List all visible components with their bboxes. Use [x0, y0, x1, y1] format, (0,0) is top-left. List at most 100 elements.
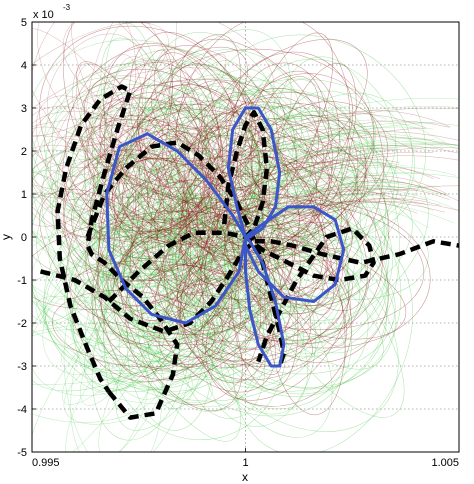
trajectory-loop	[32, 174, 134, 306]
trajectory-loop	[32, 126, 129, 233]
trajectory-loop	[76, 63, 146, 181]
trajectory-loop	[82, 95, 213, 196]
trajectory-loop	[110, 56, 185, 237]
trajectory-loop	[32, 263, 259, 362]
trajectory-loop	[40, 154, 268, 235]
trajectory-loop	[90, 118, 312, 217]
trajectory-loop	[81, 124, 263, 211]
trajectory-tail	[290, 107, 459, 132]
trajectory-loop	[32, 144, 146, 216]
trajectory-loop	[32, 110, 229, 260]
trajectory-tail	[290, 126, 434, 150]
trajectory-loop	[107, 166, 187, 256]
x-tick-label: 1.005	[431, 457, 459, 469]
trajectory-tail	[273, 158, 400, 180]
trajectory-loop	[32, 292, 161, 452]
trajectory-loop	[161, 101, 221, 242]
trajectory-loop	[179, 272, 273, 369]
trajectory-tail	[296, 155, 459, 176]
trajectory-tail	[293, 133, 459, 150]
trajectory-tail	[271, 131, 459, 149]
series-lines	[39, 84, 459, 420]
trajectory-loop	[146, 125, 262, 248]
trajectory-tail	[299, 201, 459, 217]
trajectory-loop	[208, 294, 304, 388]
y-exponent-power: -3	[63, 3, 71, 12]
trajectory-loop	[32, 170, 129, 302]
x-axis-label: x	[242, 470, 248, 484]
trajectory-loop	[85, 22, 177, 167]
trajectory-tail	[290, 145, 459, 164]
trajectory-loop	[150, 81, 289, 195]
trajectory-loop	[56, 158, 214, 239]
trajectory-loop	[276, 56, 375, 206]
trajectory-loop	[267, 209, 389, 354]
trajectory-loop	[205, 208, 389, 397]
y-tick-label: 1	[21, 189, 27, 201]
trajectory-loop	[195, 236, 399, 432]
trajectory-loop	[202, 259, 353, 366]
trajectory-loop	[70, 260, 260, 335]
trajectory-tail	[293, 165, 441, 182]
trajectory-loop	[130, 158, 188, 328]
trajectory-tail	[300, 166, 457, 185]
trajectory-loop	[99, 46, 248, 177]
y-tick-label: -3	[17, 361, 27, 373]
trajectory-tail	[302, 185, 459, 216]
trajectory-loop	[225, 51, 354, 182]
trajectory-loop	[60, 338, 193, 404]
trajectory-tail	[266, 188, 418, 213]
trajectory-tail	[266, 200, 445, 218]
trajectory-loop	[168, 196, 353, 300]
y-axis-label: y	[0, 234, 13, 240]
trajectory-loop	[153, 45, 280, 177]
y-tick-label: 2	[21, 146, 27, 158]
trajectory-tail	[274, 189, 402, 207]
trajectory-tail	[303, 105, 459, 126]
trajectory-loop	[103, 22, 172, 245]
trajectory-loop	[107, 255, 241, 442]
y-tick-label: -5	[17, 447, 27, 459]
trajectory-loop	[84, 219, 251, 345]
trajectory-loop	[254, 125, 398, 256]
trajectory-loop	[193, 162, 429, 348]
trajectory-loop	[65, 354, 149, 452]
trajectory-tail	[270, 122, 436, 156]
trajectory-loop	[32, 210, 115, 323]
trajectory-tail	[307, 110, 451, 128]
trajectory-tail	[290, 147, 459, 173]
trajectory-loop	[54, 153, 173, 279]
trajectory-tail	[311, 198, 441, 218]
trajectory-loop	[104, 61, 224, 243]
trajectory-loop	[194, 96, 319, 232]
trajectory-loop	[63, 82, 235, 211]
trajectory-loop	[179, 139, 288, 286]
trajectory-loop	[247, 110, 378, 227]
trajectory-loop	[263, 225, 388, 321]
trajectory-loop	[32, 67, 245, 169]
trajectory-tail	[277, 144, 437, 165]
trajectory-tail	[313, 180, 459, 202]
trajectory-tail	[264, 176, 446, 196]
trajectory-tail	[319, 143, 459, 163]
trajectory-loop	[175, 220, 352, 345]
trajectory-loop	[92, 245, 239, 374]
trajectory-tail	[273, 160, 434, 179]
trajectory-loop	[197, 106, 357, 250]
trajectory-tail	[318, 122, 459, 139]
trajectory-tail	[281, 143, 444, 167]
trajectory-loop	[231, 237, 299, 390]
trajectory-tail	[280, 192, 428, 212]
trajectory-loop	[79, 278, 168, 406]
trajectory-loop	[91, 75, 209, 137]
trajectory-tail	[284, 188, 409, 212]
trajectory-loop	[56, 126, 140, 273]
trajectory-loop	[201, 73, 384, 300]
dashed-boundary-line-2	[107, 226, 376, 363]
trajectory-tail	[260, 109, 388, 128]
trajectory-tail	[275, 113, 426, 129]
trajectory-loop	[32, 106, 191, 270]
trajectory-tail	[279, 147, 397, 172]
trajectory-loop	[87, 124, 251, 222]
